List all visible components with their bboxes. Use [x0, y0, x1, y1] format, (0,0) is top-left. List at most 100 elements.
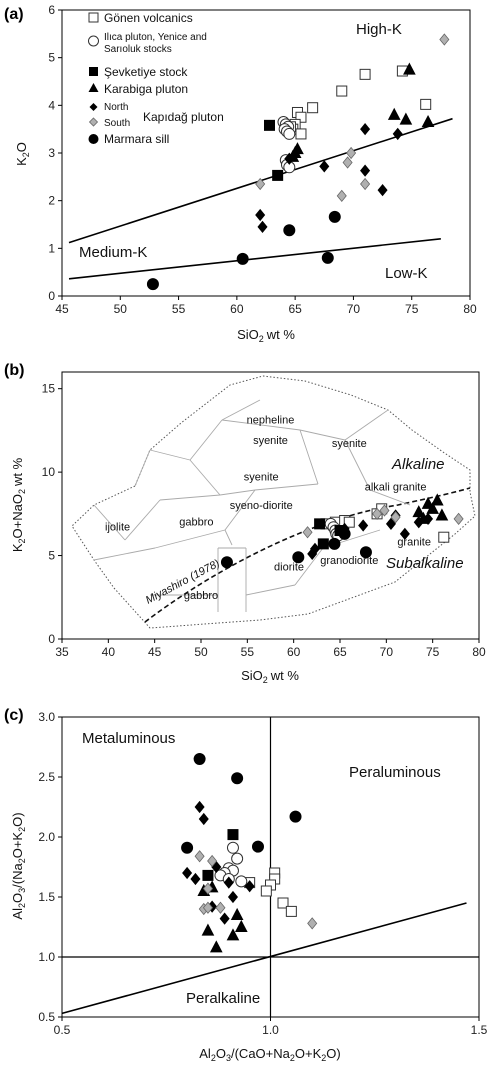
point-kapidag_south [439, 33, 450, 46]
legend-marker-sevketiye [89, 67, 98, 76]
point-karabiga [435, 508, 449, 521]
field-line [369, 489, 411, 506]
field-line [294, 547, 324, 586]
y-axis-label-c-c-sub: 2 [17, 858, 27, 863]
point-gonen [295, 111, 307, 123]
x-tick-label-a: 60 [230, 302, 244, 316]
point-karabiga [209, 940, 223, 953]
point-gonen [343, 516, 355, 528]
x-axis-label-c-a-sub: 2 [211, 1053, 216, 1063]
y-axis-label-b-b: O+NaO [10, 494, 25, 538]
point-kapidag_north [255, 208, 266, 222]
point-kapidag_south [202, 882, 213, 895]
x-tick-label-b: 40 [102, 645, 116, 659]
panel-label-b: (b) [4, 362, 24, 379]
field-label: gabbro [179, 517, 213, 529]
field-line [154, 529, 226, 549]
x-axis-label-c-d-sub: 2 [321, 1053, 326, 1063]
point-kapidag_north [360, 123, 371, 136]
point-kapidag_north [223, 876, 234, 889]
point-kapidag_north [257, 220, 268, 234]
x-tick-label-a: 80 [463, 302, 477, 316]
legend-label-south: South [104, 118, 130, 129]
field-line [219, 489, 256, 496]
point-sevketiye [263, 119, 275, 131]
y-tick-label-a: 6 [48, 3, 55, 17]
data-points-a [146, 33, 450, 291]
field-label: syenite [253, 435, 288, 447]
panel-label-a: (a) [4, 6, 24, 23]
point-kapidag_south [255, 177, 266, 191]
axis-ticks-b: 35 40 45 50 55 60 65 70 75 80 0 5 10 15 [42, 382, 486, 659]
legend-label-gonen: Gönen volcanics [104, 11, 193, 25]
region-metaluminous: Metaluminous [82, 730, 175, 747]
axis-ticks-c: 0.5 1.0 1.5 0.5 1.0 1.5 2.0 2.5 3.0 [38, 710, 487, 1037]
x-tick-label-a: 55 [172, 302, 186, 316]
field-label: granodiorite [320, 555, 378, 567]
point-sevketiye [202, 869, 214, 881]
x-tick-label-a: 70 [347, 302, 361, 316]
x-tick-label-c: 1.5 [471, 1023, 488, 1037]
x-tick-label-b: 50 [194, 645, 208, 659]
point-kapidag_south [302, 526, 313, 539]
point-kapidag_south [215, 901, 226, 914]
point-kapidag_north [198, 812, 209, 826]
y-axis-label-c-a-sub: 2 [17, 903, 27, 908]
x-axis-label-c-c-sub: 2 [290, 1053, 295, 1063]
x-tick-label-b: 45 [148, 645, 162, 659]
point-kapidag_north [194, 800, 205, 814]
legend-marker-north [89, 103, 98, 111]
point-gonen [295, 128, 307, 140]
point-kapidag_north [413, 516, 424, 529]
point-marmara [283, 224, 296, 237]
legend-marker-ilica [88, 35, 99, 47]
field-line [189, 459, 221, 496]
y-tick-label-c: 3.0 [38, 710, 55, 724]
field-line [124, 499, 161, 541]
y-axis-label-c-d-sub: 2 [17, 827, 27, 832]
field-label: syeno-diorite [230, 500, 293, 512]
point-marmara [251, 840, 264, 853]
point-kapidag_north [227, 890, 238, 904]
point-kapidag_south [307, 917, 318, 930]
point-marmara [359, 546, 372, 559]
point-gonen [359, 68, 371, 80]
point-kapidag_north [309, 542, 320, 556]
x-axis-label-a-tail: wt % [266, 327, 296, 342]
x-tick-label-b: 75 [426, 645, 440, 659]
field-label: ijolite [105, 522, 130, 534]
point-marmara [193, 753, 206, 765]
x-tick-label-a: 50 [114, 302, 128, 316]
point-kapidag_north [377, 184, 388, 197]
y-axis-label-b-a-sub: 2 [17, 538, 27, 543]
y-axis-label-c: Al2O3/(Na2O+K2O) [10, 812, 27, 919]
field-line [221, 399, 261, 421]
point-gonen [260, 885, 272, 897]
classification-field-labels: nepheline syenite syenite syenite alkali gra… [105, 415, 431, 602]
point-marmara [328, 210, 341, 223]
point-kapidag_north [423, 512, 434, 525]
x-tick-label-a: 65 [288, 302, 302, 316]
legend-label-sevketiye: Şevketiye stock [104, 65, 188, 79]
y-axis-label-b-a: K [10, 543, 25, 552]
y-tick-label-c: 0.5 [38, 1010, 55, 1024]
x-tick-label-a: 75 [405, 302, 419, 316]
field-line [93, 547, 156, 561]
field-line [224, 529, 233, 546]
y-axis-label-c-a: Al [10, 908, 25, 920]
point-gonen [277, 897, 289, 909]
field-line [299, 429, 346, 441]
y-tick-label-b: 0 [48, 632, 55, 646]
x-tick-label-b: 35 [55, 645, 69, 659]
x-axis-label-c-b-sub: 3 [226, 1053, 231, 1063]
y-tick-label-b: 15 [42, 382, 56, 396]
x-tick-label-c: 0.5 [54, 1023, 71, 1037]
point-kapidag_south [346, 146, 357, 160]
point-sevketiye [317, 538, 329, 550]
x-axis-label-c-c: /(CaO+Na [231, 1046, 291, 1061]
y-axis-label-b-b-sub: 2 [17, 489, 27, 494]
region-low-k: Low-K [385, 265, 428, 282]
point-kapidag_south [372, 507, 383, 520]
